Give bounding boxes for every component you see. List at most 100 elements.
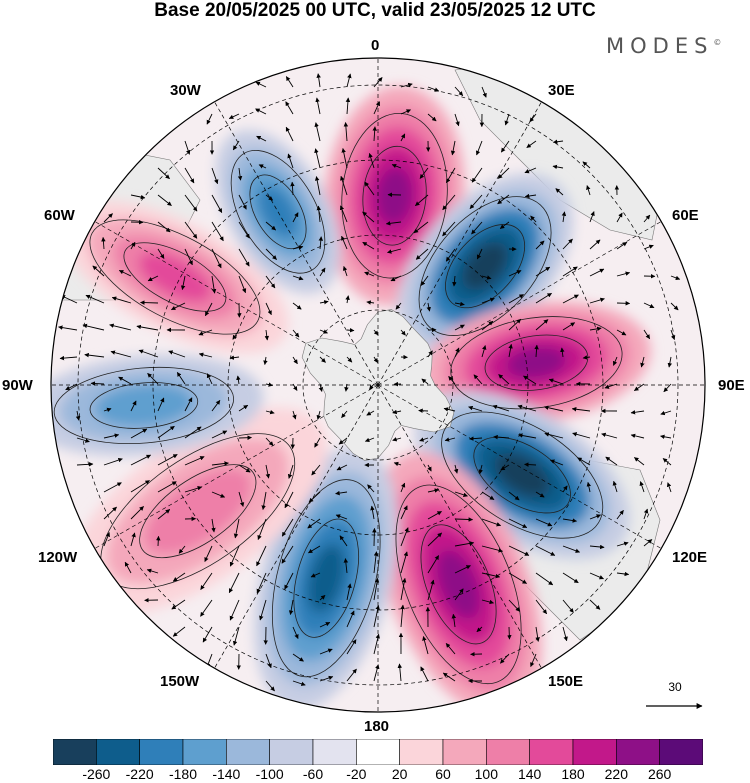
wind-vector [198,329,213,336]
wind-vector [103,213,113,223]
wind-vector [577,457,591,466]
wind-vector [287,153,294,169]
wind-vector [454,113,460,127]
wind-vector [400,109,412,115]
wind-vector [184,221,198,239]
wind-vector [204,302,213,317]
wind-vector [427,464,432,472]
wind-vector [497,167,510,179]
wind-vector [170,302,186,311]
wind-vector [373,356,379,363]
wind-vector [562,572,579,584]
wind-vector [138,349,159,358]
wind-vector [211,248,222,269]
wind-vector [508,545,530,556]
wind-vector [662,458,672,466]
wind-vector [643,329,651,340]
lon-label-30w: 30W [170,82,201,99]
wind-vector [206,113,213,125]
wind-vector [454,324,465,331]
wind-vector [454,491,468,497]
wind-vector [535,599,548,615]
wind-vector [427,555,440,574]
wind-vector [634,457,645,466]
wind-vector [319,356,326,363]
wind-vector [156,535,161,547]
wind-vector [264,329,270,341]
wind-vector [469,436,483,441]
wind-vector [630,433,645,439]
wind-vector [601,432,618,439]
meridian [214,101,379,386]
wind-vector [265,302,272,316]
wind-vector [616,541,629,547]
graticule [51,58,705,712]
wind-vector [265,680,275,692]
wind-vector [453,464,459,474]
wind-vector [481,572,501,579]
anomaly-contour-line [362,145,427,246]
wind-vector [589,572,604,580]
wind-vector [310,572,321,578]
wind-vector [319,300,329,305]
anomaly-contour-fill [494,453,551,497]
wind-vector [535,292,552,304]
colorbar-label: -180 [168,766,198,782]
wind-vector [184,456,205,466]
wind-vector [314,176,321,196]
wind-vector [454,588,464,601]
wind-vector [84,352,105,358]
wind-vectors [58,73,681,692]
wind-vector [450,140,456,156]
wind-vector [341,235,348,250]
wind-vector [157,221,171,233]
wind-vector [265,248,277,260]
meridian [377,101,542,386]
anomaly-contour-line [89,382,199,429]
wind-vector [103,407,112,413]
wind-vector [319,329,328,334]
wind-vector [364,271,375,277]
wind-vector [589,297,605,304]
lon-label-60w: 60W [44,207,75,224]
colorbar-swatch [356,739,400,765]
wind-vector [442,672,456,682]
wind-vector [157,509,171,520]
wind-vector [427,488,440,493]
wind-vector [582,161,591,169]
wind-vector [478,464,483,475]
wind-vector [238,491,245,507]
wind-vector [228,572,240,594]
wind-vector [346,328,355,333]
wind-vector [180,275,186,291]
wind-vector [421,378,429,385]
wind-vector [562,545,581,553]
wind-vector [517,404,537,412]
anomaly-contour-fill [144,468,252,554]
wind-vector [59,355,78,361]
wind-vector [319,621,331,628]
wind-vector [586,481,592,493]
wind-vector [454,517,474,522]
wind-vector [118,269,132,277]
wind-vector [307,518,321,529]
wind-vector [255,108,267,115]
wind-vector [238,404,249,412]
wind-vector [544,432,564,439]
wind-vector [314,122,321,142]
wind-vector [75,410,81,421]
wind-vector [481,275,492,280]
wind-vector [265,221,277,231]
wind-vector [426,302,431,312]
wind-vector [287,464,294,479]
wind-vector [373,101,380,115]
wind-vector [612,480,618,493]
wind-vector [292,302,302,310]
colorbar-swatch [96,739,140,765]
wind-vector [454,541,475,547]
wind-vector [372,126,377,142]
wind-vector [229,599,240,621]
wind-vector [616,509,624,520]
wind-vector [236,375,241,385]
wind-vector [562,294,579,304]
